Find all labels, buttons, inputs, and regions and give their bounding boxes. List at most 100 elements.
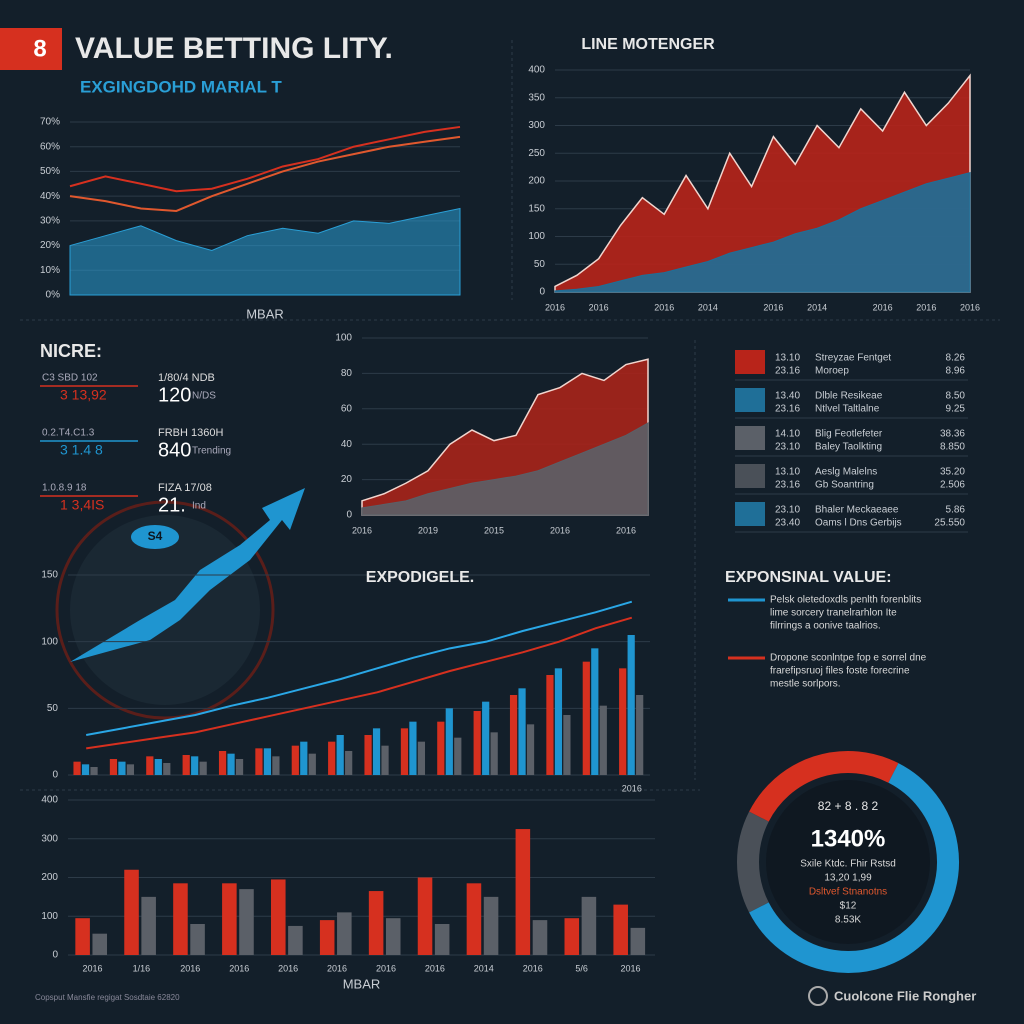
y-tick-label: 0 bbox=[346, 510, 352, 521]
bar bbox=[73, 761, 81, 775]
bar bbox=[368, 891, 384, 955]
legend-swatch bbox=[735, 388, 765, 412]
note-line: Dropone sconlntpe fop e sorrel dne bbox=[770, 653, 927, 664]
legend-number: 13.10 bbox=[775, 353, 800, 364]
bar bbox=[454, 737, 462, 775]
bar bbox=[81, 764, 90, 775]
y-tick-label: 50% bbox=[40, 166, 60, 177]
legend-swatch bbox=[735, 426, 765, 450]
y-tick-label: 50 bbox=[534, 259, 546, 270]
bar bbox=[417, 877, 433, 955]
bar bbox=[263, 748, 272, 775]
bar bbox=[364, 735, 372, 775]
bar bbox=[288, 925, 303, 955]
bar bbox=[109, 759, 118, 775]
bar bbox=[345, 751, 353, 775]
stat-caption: FRBH 1360H bbox=[158, 427, 223, 439]
stat-caption: 1.0.8.9 18 bbox=[42, 483, 87, 494]
bar bbox=[141, 896, 156, 955]
y-tick-label: 200 bbox=[41, 872, 58, 883]
area bbox=[361, 422, 649, 516]
bar bbox=[291, 745, 299, 775]
x-tick-label: 2016 bbox=[278, 963, 298, 973]
line bbox=[69, 125, 461, 193]
y-tick-label: 0 bbox=[539, 287, 545, 298]
legend-value: 25.550 bbox=[934, 518, 965, 529]
bar bbox=[124, 869, 139, 955]
x-tick-label: 2016 bbox=[229, 963, 249, 973]
x-tick-label: 2016 bbox=[180, 963, 200, 973]
legend-name: Ntlvel Taltlalne bbox=[815, 404, 880, 415]
x-tick-label: 2016 bbox=[654, 302, 674, 312]
badge-pill bbox=[131, 525, 179, 549]
y-tick-label: 300 bbox=[41, 833, 58, 844]
bar bbox=[627, 635, 635, 775]
area bbox=[69, 207, 461, 296]
bar bbox=[227, 753, 235, 775]
legend-swatch bbox=[735, 350, 765, 374]
bar bbox=[328, 741, 336, 775]
x-tick-label: 2016 bbox=[616, 525, 636, 535]
legend-name: Moroep bbox=[815, 366, 849, 377]
footer-right: Cuolcone Flie Rongher bbox=[834, 988, 976, 1003]
legend-value: 5.86 bbox=[946, 505, 966, 516]
legend-number: 23.16 bbox=[775, 366, 800, 377]
y-tick-label: 100 bbox=[335, 333, 352, 344]
note-line: lime sorcery tranelrarhlon Ite bbox=[770, 608, 897, 619]
x-tick-label: 2019 bbox=[418, 525, 438, 535]
y-tick-label: 80 bbox=[341, 368, 353, 379]
stat-value: 120 bbox=[158, 384, 191, 406]
stat-caption: FIZA 17/08 bbox=[158, 482, 212, 494]
x-tick-label: 2016 bbox=[82, 963, 102, 973]
donut-top-label: 82 + 8 . 8 2 bbox=[818, 799, 879, 813]
legend-value: 35.20 bbox=[940, 467, 965, 478]
legend-name: Streyzae Fentget bbox=[815, 353, 891, 364]
badge-label: S4 bbox=[148, 529, 163, 543]
stat-value: 3 13,92 bbox=[60, 387, 107, 403]
legend-value: 8.850 bbox=[940, 442, 965, 453]
donut-line: Dsltvef Stnanotns bbox=[809, 887, 887, 898]
footer-left: Copsput Mansfie regigat Sosdtaie 62820 bbox=[35, 993, 180, 1002]
x-tick-label: 2016 bbox=[916, 302, 936, 312]
bar bbox=[163, 763, 171, 775]
bar bbox=[385, 918, 401, 955]
y-tick-label: 0 bbox=[52, 770, 58, 781]
chart-title: EXPODIGELE. bbox=[366, 569, 474, 586]
line bbox=[69, 135, 461, 212]
bar bbox=[613, 904, 628, 955]
bar bbox=[372, 728, 381, 775]
y-tick-label: 40 bbox=[341, 439, 353, 450]
bar bbox=[191, 756, 199, 775]
notes-title: EXPONSINAL VALUE: bbox=[725, 569, 892, 586]
donut-line: 13,20 1,99 bbox=[824, 873, 872, 884]
legend-value: 38.36 bbox=[940, 429, 965, 440]
y-tick-label: 0% bbox=[46, 290, 61, 301]
bar bbox=[581, 896, 597, 955]
bar bbox=[490, 732, 498, 775]
note-line: frarefipsruoj files foste forecrine bbox=[770, 666, 910, 677]
bar bbox=[336, 735, 344, 775]
bar bbox=[526, 724, 535, 775]
bar bbox=[564, 918, 580, 955]
y-tick-label: 200 bbox=[528, 176, 545, 187]
y-tick-label: 60% bbox=[40, 141, 60, 152]
bar bbox=[337, 912, 352, 955]
bar bbox=[381, 745, 389, 775]
bar bbox=[554, 668, 563, 775]
stat-value: 3 1.4 8 bbox=[60, 442, 103, 458]
donut-inner bbox=[766, 780, 930, 944]
bar bbox=[255, 748, 263, 775]
area bbox=[554, 172, 971, 293]
y-tick-label: 50 bbox=[47, 703, 59, 714]
y-tick-label: 150 bbox=[41, 570, 58, 581]
bar bbox=[154, 759, 162, 775]
x-tick-label: 2015 bbox=[484, 525, 504, 535]
legend-value: 9.25 bbox=[946, 404, 966, 415]
legend-number: 23.16 bbox=[775, 404, 800, 415]
bar bbox=[92, 933, 108, 955]
y-tick-label: 100 bbox=[41, 636, 58, 647]
bar bbox=[319, 920, 335, 955]
y-tick-label: 60 bbox=[341, 403, 353, 414]
bar bbox=[222, 883, 237, 955]
legend-name: Aeslg Malelns bbox=[815, 467, 877, 478]
